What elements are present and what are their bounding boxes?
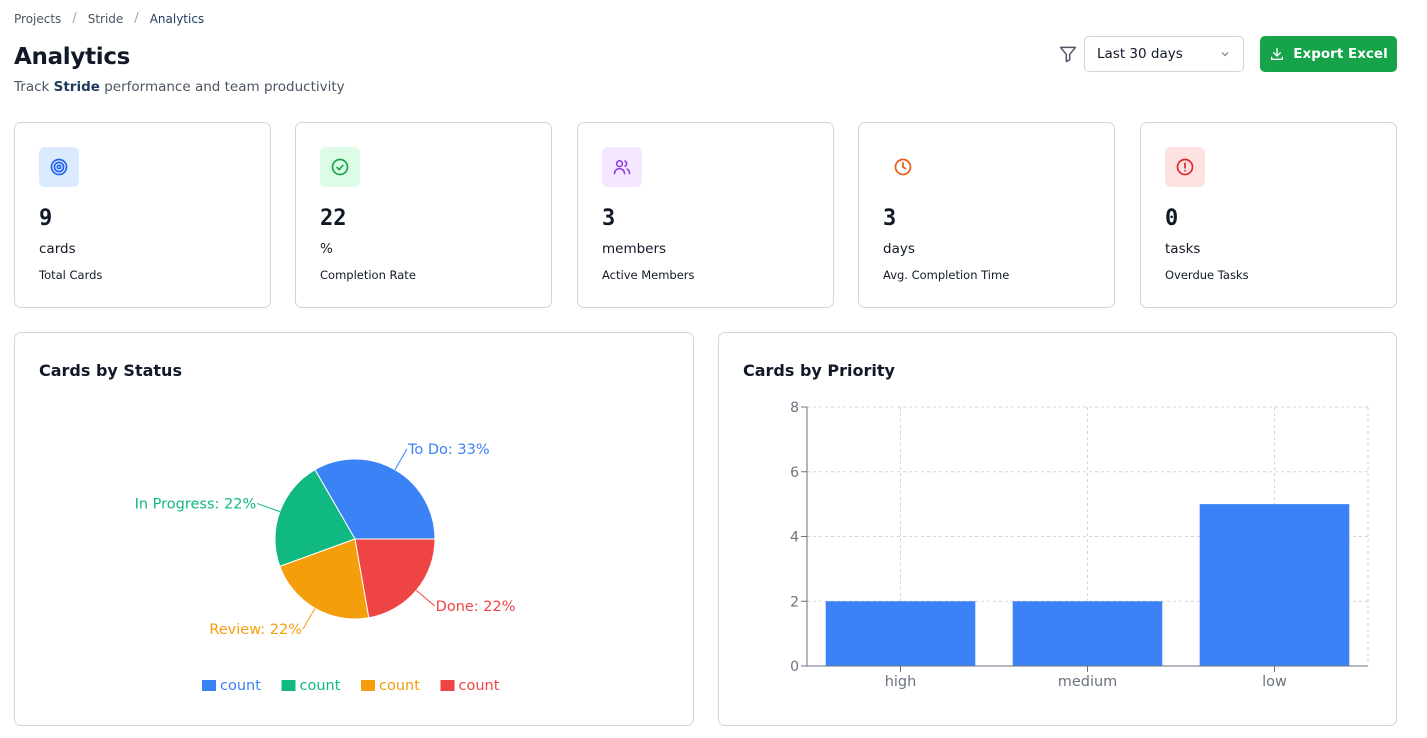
x-tick-label: high [885, 674, 917, 690]
pie-data-label: Done: 22% [436, 599, 516, 615]
legend-swatch [361, 680, 375, 691]
export-excel-label: Export Excel [1293, 46, 1388, 62]
stat-icon-box [883, 147, 923, 187]
stat-label: Completion Rate [320, 268, 416, 282]
status-pie-chart: To Do: 33% In Progress: 22% Review: 22% Don… [135, 442, 516, 694]
pie-slice[interactable] [314, 458, 436, 540]
page-subtitle: Track Stride performance and team produc… [14, 79, 345, 95]
export-excel-button[interactable]: Export Excel [1260, 36, 1397, 72]
stat-value: 3 [883, 206, 897, 231]
breadcrumb-stride[interactable]: Stride [87, 11, 124, 26]
pie-data-label: In Progress: 22% [135, 496, 257, 512]
filter-icon[interactable] [1058, 44, 1078, 64]
x-tick-label: low [1262, 674, 1287, 690]
check-circle-icon [331, 158, 349, 176]
download-icon [1271, 48, 1284, 60]
legend-label: count [379, 678, 420, 694]
users-icon [613, 160, 631, 175]
breadcrumb-current: Analytics [149, 11, 205, 26]
pie-data-label: To Do: 33% [407, 442, 490, 458]
stat-value: 9 [39, 206, 53, 231]
stat-label: Active Members [602, 268, 695, 282]
bar-high[interactable] [825, 601, 976, 666]
legend-swatch [202, 680, 216, 691]
pie-slice[interactable] [279, 538, 370, 620]
legend-swatch [440, 680, 455, 691]
stat-icon-box [39, 147, 79, 187]
stat-icon-box [602, 147, 642, 187]
bar-low[interactable] [1199, 504, 1350, 666]
y-tick-label: 6 [790, 465, 799, 481]
pie-label-line [302, 608, 316, 630]
y-tick-label: 8 [790, 400, 799, 416]
stat-card-total-cards: 9 cards Total Cards [14, 122, 271, 308]
subtitle-suffix: performance and team productivity [99, 79, 345, 95]
bar-medium[interactable] [1012, 601, 1163, 666]
cards-by-priority-panel: Cards by Priority 0 2 4 6 8 high medium low [718, 332, 1397, 726]
pie-label-line [257, 502, 280, 513]
y-tick-label: 4 [790, 530, 799, 546]
breadcrumb-projects[interactable]: Projects [14, 11, 62, 26]
chevron-down-icon [1221, 52, 1229, 57]
stat-value: 3 [602, 206, 616, 231]
legend-swatch [281, 680, 296, 691]
breadcrumb: Projects / Stride / Analytics [14, 11, 204, 26]
stat-icon-box [1165, 147, 1205, 187]
stat-label: Avg. Completion Time [883, 268, 1010, 282]
stat-value: 22 [320, 206, 347, 231]
subtitle-prefix: Track [14, 79, 54, 95]
priority-bar-chart: 0 2 4 6 8 high medium low [790, 400, 1369, 690]
stat-label: Total Cards [39, 268, 103, 282]
pie-label-line [415, 590, 435, 607]
page-title: Analytics [14, 44, 131, 70]
date-range-select[interactable]: Last 30 days [1084, 36, 1244, 72]
alert-circle-icon [1176, 158, 1194, 176]
stat-unit: cards [39, 241, 76, 257]
pie-data-label: Review: 22% [209, 622, 302, 638]
stat-value: 0 [1165, 206, 1179, 231]
clock-icon [894, 158, 912, 176]
subtitle-project-name: Stride [53, 79, 100, 95]
pie-slice[interactable] [354, 538, 436, 619]
stat-unit: tasks [1165, 241, 1201, 257]
stat-card-active-members: 3 members Active Members [577, 122, 834, 308]
legend-label: count [459, 678, 500, 694]
x-tick-label: medium [1058, 674, 1118, 690]
stat-icon-box [320, 147, 360, 187]
target-icon [50, 158, 68, 176]
stat-label: Overdue Tasks [1165, 268, 1249, 282]
panel-title: Cards by Priority [743, 361, 895, 380]
stat-unit: members [602, 241, 667, 257]
stat-unit: % [320, 241, 333, 257]
cards-by-status-panel: Cards by Status To Do: 33% In Progress: 2… [14, 332, 694, 726]
pie-label-line [394, 448, 408, 470]
legend-label: count [220, 678, 261, 694]
y-tick-label: 2 [790, 594, 799, 610]
stat-card-overdue-tasks: 0 tasks Overdue Tasks [1140, 122, 1397, 308]
legend-label: count [300, 678, 341, 694]
breadcrumb-separator: / [72, 11, 77, 26]
pie-slice[interactable] [274, 469, 356, 568]
breadcrumb-separator: / [134, 11, 139, 26]
stat-card-completion-rate: 22 % Completion Rate [295, 122, 552, 308]
y-tick-label: 0 [790, 659, 799, 675]
date-range-value: Last 30 days [1097, 46, 1183, 62]
stat-card-avg-completion-time: 3 days Avg. Completion Time [858, 122, 1115, 308]
panel-title: Cards by Status [39, 361, 182, 380]
stat-unit: days [883, 241, 915, 257]
